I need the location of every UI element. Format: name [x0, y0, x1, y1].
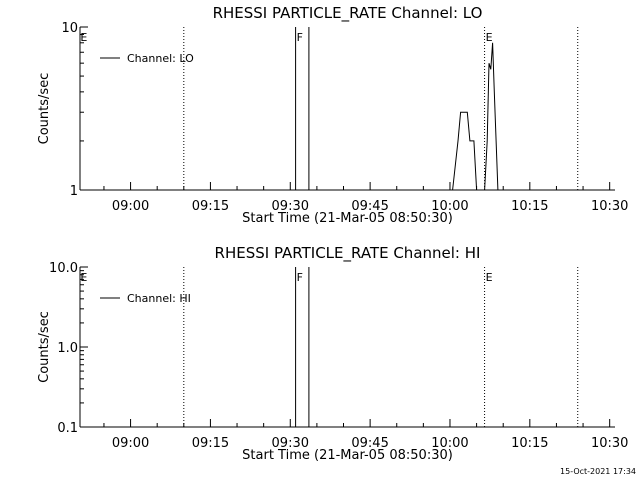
series-line	[452, 111, 478, 191]
x-tick-label: 10:00	[431, 199, 468, 214]
marker-label: E	[80, 31, 87, 44]
y-axis-label: Counts/sec	[37, 73, 52, 145]
y-axis-label: Counts/sec	[37, 311, 52, 383]
x-tick-label: 09:15	[192, 436, 229, 451]
marker-label: E	[486, 271, 493, 284]
x-tick-label: 10:30	[591, 199, 628, 214]
x-tick-label: 09:30	[272, 436, 309, 451]
x-tick-label: 10:30	[591, 436, 628, 451]
gap-label: F	[297, 271, 303, 284]
y-tick-label: 1.0	[57, 341, 78, 356]
marker-label: E	[80, 271, 87, 284]
legend-label: Channel: LO	[127, 52, 194, 65]
x-tick-label: 09:30	[272, 199, 309, 214]
x-tick-label: 09:45	[351, 199, 388, 214]
legend-label: Channel: HI	[127, 292, 191, 305]
chart-title: RHESSI PARTICLE_RATE Channel: LO	[213, 4, 483, 23]
y-tick-label: 1	[70, 184, 78, 199]
x-tick-label: 10:00	[431, 436, 468, 451]
x-axis-label: Start Time (21-Mar-05 08:50:30)	[242, 211, 453, 226]
chart-title: RHESSI PARTICLE_RATE Channel: HI	[215, 244, 481, 263]
x-tick-label: 09:00	[112, 199, 149, 214]
marker-label: E	[486, 31, 493, 44]
series-line	[484, 42, 499, 191]
y-tick-label: 0.1	[57, 421, 78, 436]
y-tick-label: 10.0	[49, 261, 78, 276]
x-tick-label: 10:15	[511, 199, 548, 214]
x-tick-label: 09:15	[192, 199, 229, 214]
x-axis-label: Start Time (21-Mar-05 08:50:30)	[242, 448, 453, 463]
x-tick-label: 09:45	[351, 436, 388, 451]
x-tick-label: 09:00	[112, 436, 149, 451]
gap-label: F	[297, 31, 303, 44]
chart-panel-1: RHESSI PARTICLE_RATE Channel: HI 0.1 1.0 10…	[37, 244, 628, 463]
chart-panel-0: RHESSI PARTICLE_RATE Channel: LO 1 10 09:00…	[37, 4, 628, 226]
x-tick-label: 10:15	[511, 436, 548, 451]
y-tick-label: 10	[61, 21, 78, 36]
generated-timestamp: 15-Oct-2021 17:34	[560, 467, 636, 476]
